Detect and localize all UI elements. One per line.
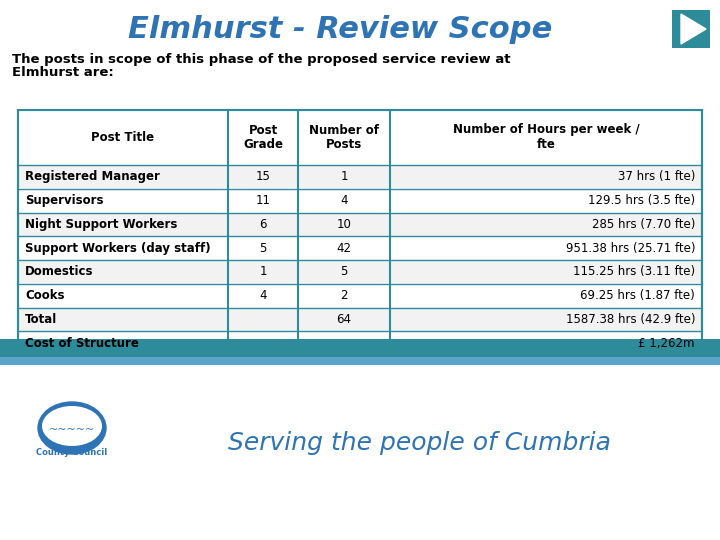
Text: Cooks: Cooks (25, 289, 65, 302)
Text: The posts in scope of this phase of the proposed service review at: The posts in scope of this phase of the … (12, 53, 510, 66)
Text: 4: 4 (259, 289, 266, 302)
Polygon shape (681, 14, 706, 44)
Text: Serving the people of Cumbria: Serving the people of Cumbria (228, 431, 611, 455)
Text: 951.38 hrs (25.71 fte): 951.38 hrs (25.71 fte) (565, 241, 695, 255)
Text: 5: 5 (341, 265, 348, 279)
Text: 69.25 hrs (1.87 fte): 69.25 hrs (1.87 fte) (580, 289, 695, 302)
Text: Post Title: Post Title (91, 131, 155, 144)
Text: Post
Grade: Post Grade (243, 124, 283, 152)
Text: 15: 15 (256, 171, 271, 184)
Text: Elmhurst are:: Elmhurst are: (12, 66, 114, 79)
Bar (0, 357, 720, 365)
Bar (19, 332, 701, 354)
Text: 10: 10 (336, 218, 351, 231)
Text: 285 hrs (7.70 fte): 285 hrs (7.70 fte) (592, 218, 695, 231)
Text: 11: 11 (256, 194, 271, 207)
Text: ~~~~~: ~~~~~ (49, 425, 95, 435)
Text: 37 hrs (1 fte): 37 hrs (1 fte) (618, 171, 695, 184)
Text: Number of
Posts: Number of Posts (309, 124, 379, 152)
Text: 42: 42 (336, 241, 351, 255)
Text: 6: 6 (259, 218, 266, 231)
Text: 129.5 hrs (3.5 fte): 129.5 hrs (3.5 fte) (588, 194, 695, 207)
Text: Registered Manager: Registered Manager (25, 171, 160, 184)
Ellipse shape (42, 406, 102, 446)
Bar (19, 213, 701, 236)
Text: £ 1,262m: £ 1,262m (639, 336, 695, 349)
Text: Cumbria: Cumbria (48, 413, 96, 423)
Bar (19, 260, 701, 284)
Text: 2: 2 (341, 289, 348, 302)
Text: Support Workers (day staff): Support Workers (day staff) (25, 241, 211, 255)
Text: Total: Total (25, 313, 58, 326)
Bar (672, 10, 710, 48)
Bar (19, 189, 701, 212)
Text: 5: 5 (259, 241, 266, 255)
Text: Cost of Structure: Cost of Structure (25, 336, 139, 349)
Text: 64: 64 (336, 313, 351, 326)
Text: County Council: County Council (37, 448, 107, 457)
Bar (19, 308, 701, 330)
Bar (18, 110, 702, 355)
Bar (19, 165, 701, 188)
Bar (19, 237, 701, 260)
Text: Domestics: Domestics (25, 265, 94, 279)
Bar (19, 284, 701, 307)
Text: Night Support Workers: Night Support Workers (25, 218, 177, 231)
Text: Supervisors: Supervisors (25, 194, 104, 207)
Bar (0, 339, 720, 357)
Text: 1: 1 (259, 265, 266, 279)
Text: Elmhurst - Review Scope: Elmhurst - Review Scope (128, 16, 552, 44)
Text: Number of Hours per week /
fte: Number of Hours per week / fte (453, 124, 639, 152)
Ellipse shape (38, 402, 106, 454)
Text: 1: 1 (341, 171, 348, 184)
Text: 1587.38 hrs (42.9 fte): 1587.38 hrs (42.9 fte) (565, 313, 695, 326)
Text: 115.25 hrs (3.11 fte): 115.25 hrs (3.11 fte) (573, 265, 695, 279)
Text: 4: 4 (341, 194, 348, 207)
